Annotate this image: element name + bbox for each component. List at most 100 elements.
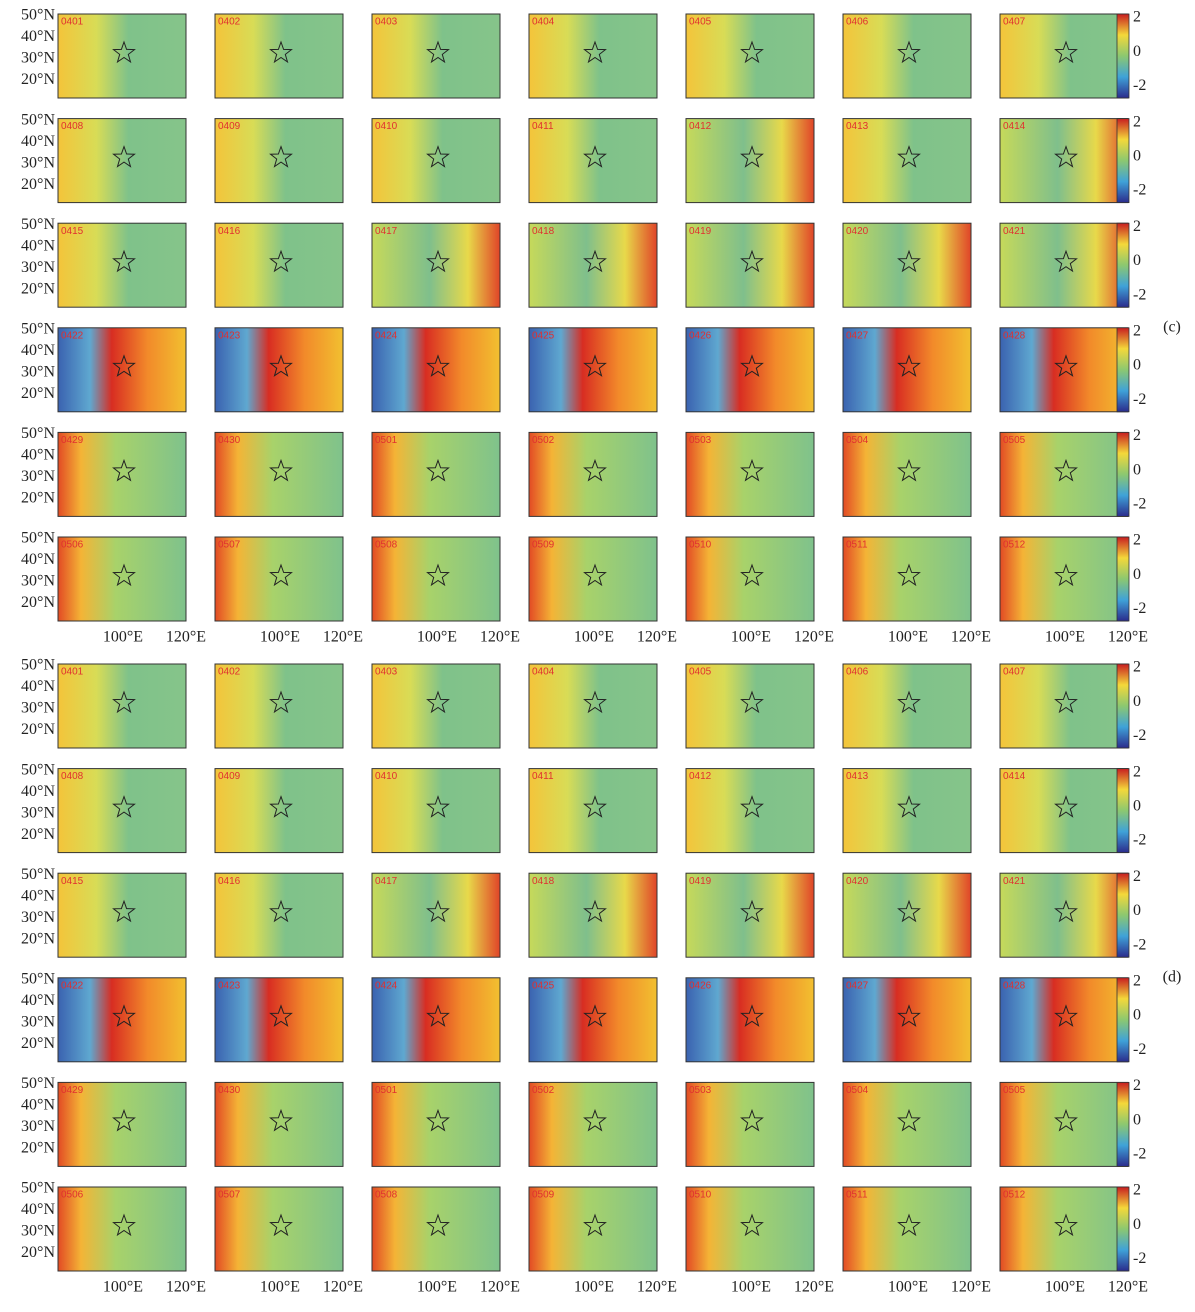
- x-tick-label: 100°E: [1045, 1279, 1085, 1296]
- date-label: 0410: [375, 771, 398, 782]
- y-tick-label: 50°N: [21, 970, 55, 987]
- station-star: [897, 563, 921, 587]
- date-label: 0406: [846, 17, 869, 28]
- station-star: [269, 1004, 293, 1027]
- x-tick-label: 120°E: [637, 629, 677, 646]
- date-label: 0413: [846, 771, 869, 782]
- colorbar-tick: 2: [1133, 113, 1141, 130]
- map-panel: [999, 768, 1129, 854]
- station-star: [1054, 690, 1078, 714]
- map-panel: [999, 977, 1129, 1063]
- map-panel: [528, 977, 658, 1063]
- map-panel: [528, 536, 658, 622]
- map-panel: [371, 977, 501, 1063]
- colorbar-tick: 2: [1133, 218, 1141, 235]
- date-label: 0501: [375, 1085, 398, 1096]
- map-panel: [214, 118, 344, 204]
- colorbar-tick: 2: [1133, 1077, 1141, 1094]
- colorbar-tick: 0: [1133, 566, 1141, 583]
- date-label: 0401: [61, 17, 84, 28]
- x-tick-label: 100°E: [103, 629, 143, 646]
- colorbar-tick: 0: [1133, 1007, 1141, 1024]
- station-star: [897, 40, 921, 64]
- y-tick-label: 40°N: [21, 783, 55, 800]
- station-star: [897, 458, 921, 482]
- y-tick-label: 30°N: [21, 50, 55, 67]
- x-tick-label: 100°E: [888, 629, 928, 646]
- map-panel: [57, 431, 187, 517]
- map-panel: [57, 1186, 187, 1272]
- panel-label: (d): [1163, 968, 1182, 985]
- y-tick-label: 20°N: [21, 280, 55, 297]
- map-panel: [842, 431, 972, 517]
- date-label: 0418: [532, 226, 555, 237]
- station-star: [583, 145, 607, 168]
- date-label: 0412: [689, 771, 712, 782]
- map-panel: [57, 222, 187, 308]
- station-star: [112, 458, 136, 482]
- station-star: [740, 1004, 764, 1027]
- date-label: 0404: [532, 17, 555, 28]
- date-label: 0411: [532, 771, 554, 782]
- y-tick-label: 30°N: [21, 259, 55, 276]
- colorbar-tick: 0: [1133, 693, 1141, 710]
- station-star: [1054, 899, 1078, 923]
- station-star: [112, 1108, 136, 1132]
- map-panel: [685, 13, 815, 99]
- y-tick-label: 20°N: [21, 721, 55, 738]
- y-tick-label: 30°N: [21, 573, 55, 590]
- station-star: [740, 1213, 764, 1237]
- map-panel: [685, 222, 815, 308]
- colorbar-tick: 0: [1133, 357, 1141, 374]
- station-star: [269, 563, 293, 587]
- date-label: 0416: [218, 876, 241, 887]
- map-panel: [214, 663, 344, 749]
- y-tick-label: 20°N: [21, 71, 55, 88]
- station-star: [426, 1004, 450, 1027]
- station-star: [112, 354, 136, 377]
- station-star: [583, 899, 607, 923]
- colorbar-tick: -2: [1133, 391, 1146, 408]
- station-star: [112, 1213, 136, 1237]
- date-label: 0421: [1003, 876, 1026, 887]
- colorbar: [1116, 536, 1130, 622]
- date-label: 0415: [61, 876, 84, 887]
- map-panel: [371, 872, 501, 958]
- date-label: 0401: [61, 667, 84, 678]
- panel-label: (c): [1163, 318, 1181, 335]
- station-star: [1054, 40, 1078, 64]
- date-label: 0428: [1003, 330, 1026, 341]
- map-panel: [214, 768, 344, 854]
- station-star: [1054, 249, 1078, 273]
- station-star: [426, 1213, 450, 1237]
- colorbar-tick: 0: [1133, 147, 1141, 164]
- x-tick-label: 120°E: [323, 629, 363, 646]
- date-label: 0508: [375, 540, 398, 551]
- station-star: [740, 40, 764, 64]
- x-tick-label: 100°E: [731, 1279, 771, 1296]
- map-panel: [57, 1081, 187, 1167]
- date-label: 0406: [846, 667, 869, 678]
- station-star: [897, 1004, 921, 1027]
- map-panel: [214, 977, 344, 1063]
- y-tick-label: 40°N: [21, 551, 55, 568]
- y-tick-label: 30°N: [21, 363, 55, 380]
- x-tick-label: 120°E: [951, 1279, 991, 1296]
- map-panel: [528, 768, 658, 854]
- station-star: [112, 1004, 136, 1027]
- station-star: [897, 145, 921, 168]
- date-label: 0512: [1003, 540, 1026, 551]
- colorbar-tick: 0: [1133, 902, 1141, 919]
- station-star: [897, 249, 921, 273]
- colorbar-tick: 2: [1133, 322, 1141, 339]
- y-tick-label: 50°N: [21, 320, 55, 337]
- map-panel: [685, 431, 815, 517]
- x-tick-label: 120°E: [794, 629, 834, 646]
- date-label: 0414: [1003, 121, 1026, 132]
- colorbar-tick: -2: [1133, 286, 1146, 303]
- colorbar: [1116, 327, 1130, 413]
- date-label: 0503: [689, 435, 712, 446]
- map-panel: [214, 872, 344, 958]
- colorbar: [1116, 1082, 1130, 1167]
